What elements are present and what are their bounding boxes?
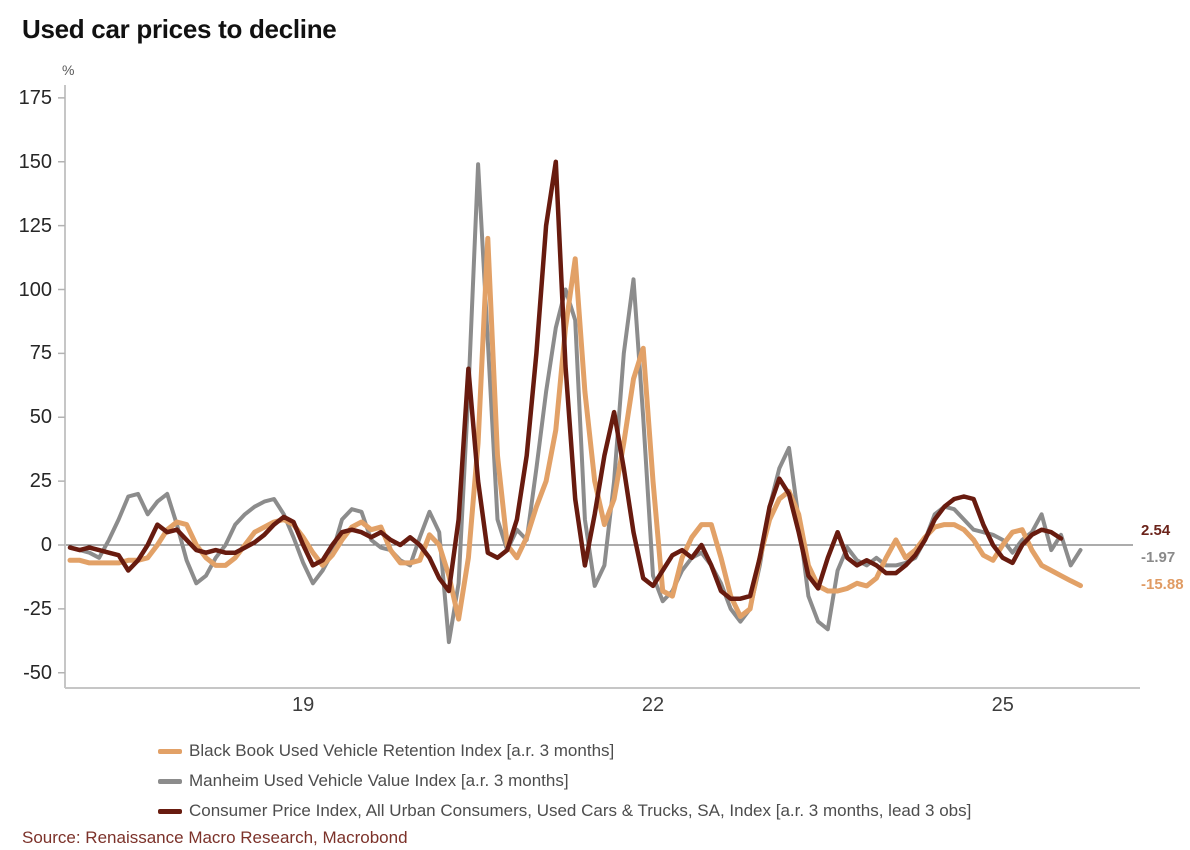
chart-legend: Black Book Used Vehicle Retention Index … <box>158 736 971 826</box>
y-tick-label: -50 <box>23 661 52 684</box>
gray-line-swatch-icon <box>158 778 182 784</box>
manheim-line <box>68 162 1083 645</box>
legend-label: Consumer Price Index, All Urban Consumer… <box>189 801 972 820</box>
chart-title: Used car prices to decline <box>22 14 337 44</box>
darkred-line-swatch-icon <box>158 808 182 814</box>
series-last-value-label: -1.97 <box>1141 549 1176 566</box>
y-tick-label: 75 <box>29 342 52 365</box>
series-last-value-label: 2.54 <box>1141 522 1171 539</box>
x-tick-label: 25 <box>991 694 1014 716</box>
legend-item-cpi-used-cars: Consumer Price Index, All Urban Consumer… <box>158 796 971 826</box>
legend-label: Black Book Used Vehicle Retention Index … <box>189 741 615 760</box>
x-tick-label: 19 <box>292 694 315 716</box>
y-tick-label: 50 <box>29 406 52 429</box>
series-last-value-label: -15.88 <box>1141 576 1184 593</box>
source-note: Source: Renaissance Macro Research, Macr… <box>22 828 408 847</box>
y-tick-label: 175 <box>18 86 52 109</box>
y-tick-label: 100 <box>18 278 52 301</box>
y-tick-label: 0 <box>40 534 52 556</box>
legend-item-manheim: Manheim Used Vehicle Value Index [a.r. 3… <box>158 766 971 796</box>
legend-item-black-book: Black Book Used Vehicle Retention Index … <box>158 736 971 766</box>
legend-label: Manheim Used Vehicle Value Index [a.r. 3… <box>189 771 569 790</box>
y-tick-label: 25 <box>29 470 52 493</box>
y-tick-label: 150 <box>18 150 52 173</box>
y-axis-unit-label: % <box>62 62 75 78</box>
black-book-line <box>67 235 1083 622</box>
x-tick-label: 22 <box>641 694 665 716</box>
orange-line-swatch-icon <box>158 748 182 754</box>
y-tick-label: 125 <box>18 214 52 237</box>
y-tick-label: -25 <box>23 597 52 620</box>
cpi-used-cars-line <box>67 159 1064 601</box>
